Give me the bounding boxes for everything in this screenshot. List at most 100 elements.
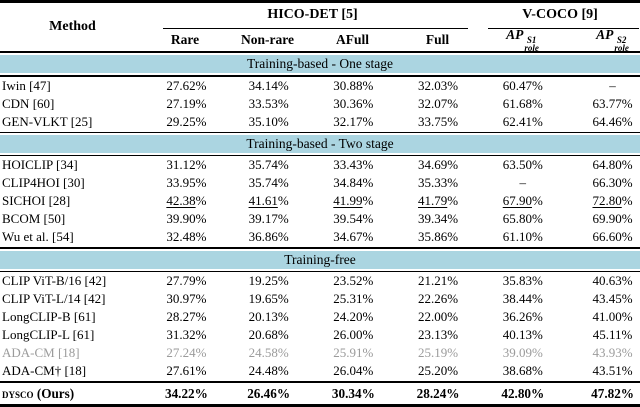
value-cell: 34.84%	[333, 175, 374, 191]
divider	[0, 404, 640, 407]
value-cell: 43.93%	[592, 345, 633, 361]
value-cell: 35.33%	[418, 175, 459, 191]
value-cell: 34.69%	[418, 157, 459, 173]
value-cell: 22.26%	[418, 291, 459, 307]
value-cell: 31.12%	[166, 157, 207, 173]
value-cell: 28.27%	[166, 309, 207, 325]
column-header-full: Full	[425, 31, 450, 47]
value-cell: 38.68%	[502, 363, 543, 379]
method-cell: Iwin [47]	[2, 77, 51, 93]
value-cell: 64.46%	[592, 113, 633, 129]
ap-sub: role	[524, 42, 539, 53]
value-cell: 27.19%	[166, 95, 207, 111]
value-cell: 39.17%	[248, 211, 289, 227]
table-row: Iwin [47] 27.62% 34.14% 30.88% 32.03% 60.47% –	[0, 77, 640, 95]
value-cell: 35.74%	[248, 157, 289, 173]
group-header-v-coco: V-COCO [9]	[522, 7, 598, 22]
method-cell: BCOM [50]	[2, 211, 66, 227]
ap-sup: S2	[616, 35, 627, 46]
value-cell: 66.30%	[592, 175, 633, 191]
method-cell: CLIP ViT-L/14 [42]	[2, 291, 106, 307]
value-cell: 30.97%	[166, 291, 207, 307]
value-cell: 38.44%	[502, 291, 543, 307]
value-cell: 62.41%	[502, 113, 543, 129]
value-cell: 21.21%	[418, 273, 459, 289]
column-header-ap-role-s1: AP S1 role	[480, 27, 565, 52]
value-cell: 42.38%	[166, 193, 207, 209]
header-right: HICO-DET [5] V-COCO [9] Rare Non-rare AF…	[145, 3, 640, 52]
method-cell: LongCLIP-B [61]	[2, 309, 96, 325]
table-row: ADA-CM [18] 27.24% 24.58% 25.91% 25.19% 39.09…	[0, 344, 640, 362]
value-cell: 26.00%	[333, 327, 374, 343]
underlined-value: 41.99	[333, 193, 363, 209]
method-cell: CDN [60]	[2, 95, 55, 111]
value-cell: 25.31%	[333, 291, 374, 307]
group-header-hico-det: HICO-DET [5]	[267, 7, 358, 22]
value-cell: 24.20%	[333, 309, 374, 325]
value-cell: 33.43%	[333, 157, 374, 173]
group-underline-row	[163, 27, 640, 29]
value-cell: 26.46%	[247, 385, 291, 401]
section-header: Training-free	[0, 251, 640, 270]
ap-sup: S1	[526, 35, 537, 46]
value-cell: 39.09%	[502, 345, 543, 361]
underlined-value: 72.80	[592, 193, 622, 209]
underlined-value: 42.38	[166, 193, 196, 209]
v-coco-underline	[488, 27, 639, 29]
value-cell: 43.51%	[592, 363, 633, 379]
table-row: CLIP ViT-L/14 [42] 30.97% 19.65% 25.31% 22.2…	[0, 290, 640, 308]
divider	[0, 75, 640, 77]
value-cell: –	[519, 175, 527, 191]
value-cell: 25.19%	[418, 345, 459, 361]
value-cell: 29.25%	[166, 113, 207, 129]
value-cell: 30.34%	[331, 385, 375, 401]
table-row: Wu et al. [54] 32.48% 36.86% 34.67% 35.86% 61…	[0, 228, 640, 246]
value-cell: 39.90%	[166, 211, 207, 227]
value-cell: 32.17%	[333, 113, 374, 129]
value-cell: 34.14%	[248, 77, 289, 93]
table-row: ADA-CM† [18] 27.61% 24.48% 26.04% 25.20% 38.6…	[0, 362, 640, 380]
value-cell: 39.54%	[333, 211, 374, 227]
value-cell: 45.11%	[592, 327, 633, 343]
method-cell: HOICLIP [34]	[2, 157, 78, 173]
ap-base: AP	[506, 27, 524, 43]
table-row: LongCLIP-L [61] 31.32% 20.68% 26.00% 23.13% 4…	[0, 326, 640, 344]
value-cell: 30.36%	[333, 95, 374, 111]
divider	[0, 381, 640, 384]
value-cell: 42.80%	[501, 385, 545, 401]
value-cell: 43.45%	[592, 291, 633, 307]
value-cell: 20.68%	[248, 327, 289, 343]
value-cell: 25.91%	[333, 345, 374, 361]
value-cell: 33.53%	[248, 95, 289, 111]
value-cell: 39.34%	[418, 211, 459, 227]
value-cell: 35.83%	[502, 273, 543, 289]
value-cell: 47.82%	[591, 385, 634, 401]
value-cell: 24.48%	[248, 363, 289, 379]
table-row: BCOM [50] 39.90% 39.17% 39.54% 39.34% 65.80% 6…	[0, 210, 640, 228]
value-cell: 69.90%	[592, 211, 633, 227]
header-bottom-rule	[0, 50, 640, 54]
group-header-row: HICO-DET [5] V-COCO [9]	[145, 3, 640, 28]
underlined-value: 41.79	[418, 193, 448, 209]
value-cell: 19.25%	[248, 273, 289, 289]
value-cell: 20.13%	[248, 309, 289, 325]
method-name-smallcaps: dysco	[2, 385, 34, 401]
value-cell: 27.61%	[166, 363, 207, 379]
value-cell: 35.10%	[248, 113, 289, 129]
value-cell: 61.68%	[502, 95, 543, 111]
value-cell: 32.48%	[166, 229, 207, 245]
value-cell: 72.80%	[592, 193, 633, 209]
section-header: Training-based - Two stage	[0, 135, 640, 154]
column-header-ap-role-s2: AP S2 role	[565, 27, 640, 52]
value-cell: 28.24%	[416, 385, 460, 401]
value-cell: 60.47%	[502, 77, 543, 93]
method-cell: CLIP ViT-B/16 [42]	[2, 273, 107, 289]
value-cell: 36.26%	[502, 309, 543, 325]
value-cell: 36.86%	[248, 229, 289, 245]
value-cell: 41.79%	[418, 193, 459, 209]
value-cell: 41.61%	[248, 193, 289, 209]
value-cell: 26.04%	[333, 363, 374, 379]
table-row: HOICLIP [34] 31.12% 35.74% 33.43% 34.69% 63.5…	[0, 156, 640, 174]
value-cell: 27.24%	[166, 345, 207, 361]
